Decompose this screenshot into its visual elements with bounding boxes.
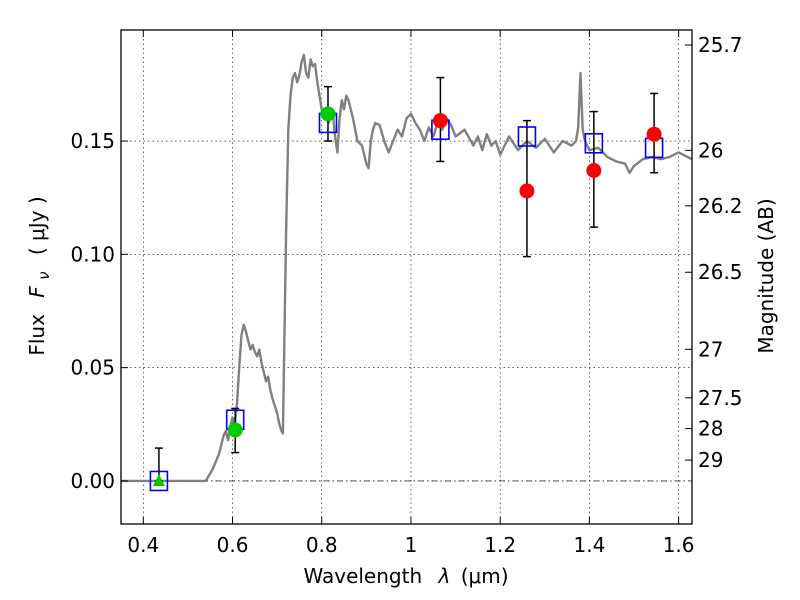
y-tick-label: 0.05 <box>70 356 115 380</box>
y-axis-label-subscript: ν <box>35 271 53 279</box>
x-tick-label: 1.6 <box>663 533 695 557</box>
model-square-marker <box>517 126 537 147</box>
y-axis-label-text: Flux <box>25 314 49 356</box>
x-axis-label-text: Wavelength <box>303 564 422 588</box>
magnitude-tick-label: 26.2 <box>698 194 743 218</box>
magnitude-tick-label: 26.5 <box>698 260 743 284</box>
red-data-point <box>586 162 602 178</box>
x-tick-label: 1.2 <box>484 533 516 557</box>
x-axis-label-unit: (μm) <box>461 564 509 588</box>
x-tick-label: 0.8 <box>306 533 338 557</box>
x-axis-label: Wavelength λ (μm) <box>303 564 508 588</box>
y-axis-label: Flux F ν ( μJy ) <box>25 196 54 355</box>
x-tick-label: 1 <box>405 533 418 557</box>
green-triangle-marker <box>152 473 165 486</box>
sed-curve <box>121 53 692 483</box>
x-tick-label: 1.4 <box>573 533 605 557</box>
magnitude-axis-label: Magnitude (AB) <box>754 198 778 353</box>
x-tick-label: 0.4 <box>127 533 159 557</box>
red-data-point <box>646 126 662 142</box>
y-tick-label: 0.00 <box>70 469 115 493</box>
model-square-marker <box>149 470 169 492</box>
red-data-point <box>519 183 535 199</box>
y-tick-label: 0.10 <box>70 242 115 266</box>
magnitude-tick-label: 27 <box>698 337 723 361</box>
magnitude-tick-label: 27.5 <box>698 386 743 410</box>
x-tick-label: 0.6 <box>217 533 249 557</box>
plot-frame <box>120 29 693 525</box>
y-tick-label: 0.15 <box>70 129 115 153</box>
grid <box>121 30 692 524</box>
magnitude-tick-label: 29 <box>698 448 723 472</box>
red-data-point <box>432 113 448 129</box>
green-data-point <box>227 422 243 438</box>
x-axis-label-symbol: λ <box>438 564 451 588</box>
magnitude-tick-label: 25.7 <box>698 33 743 57</box>
y-axis-label-symbol: F <box>25 286 49 298</box>
magnitude-tick-label: 28 <box>698 417 723 441</box>
plot-area <box>121 53 692 492</box>
y-axis-label-unit: ( μJy ) <box>25 196 49 255</box>
green-data-point <box>320 106 336 122</box>
ticks: 0.4 0.6 0.8 1 1.2 1.4 1.6 0.00 0.05 0.10 0.15 25.7 2… <box>70 30 743 557</box>
model-square-marker <box>584 133 604 154</box>
magnitude-tick-label: 26 <box>698 138 723 162</box>
